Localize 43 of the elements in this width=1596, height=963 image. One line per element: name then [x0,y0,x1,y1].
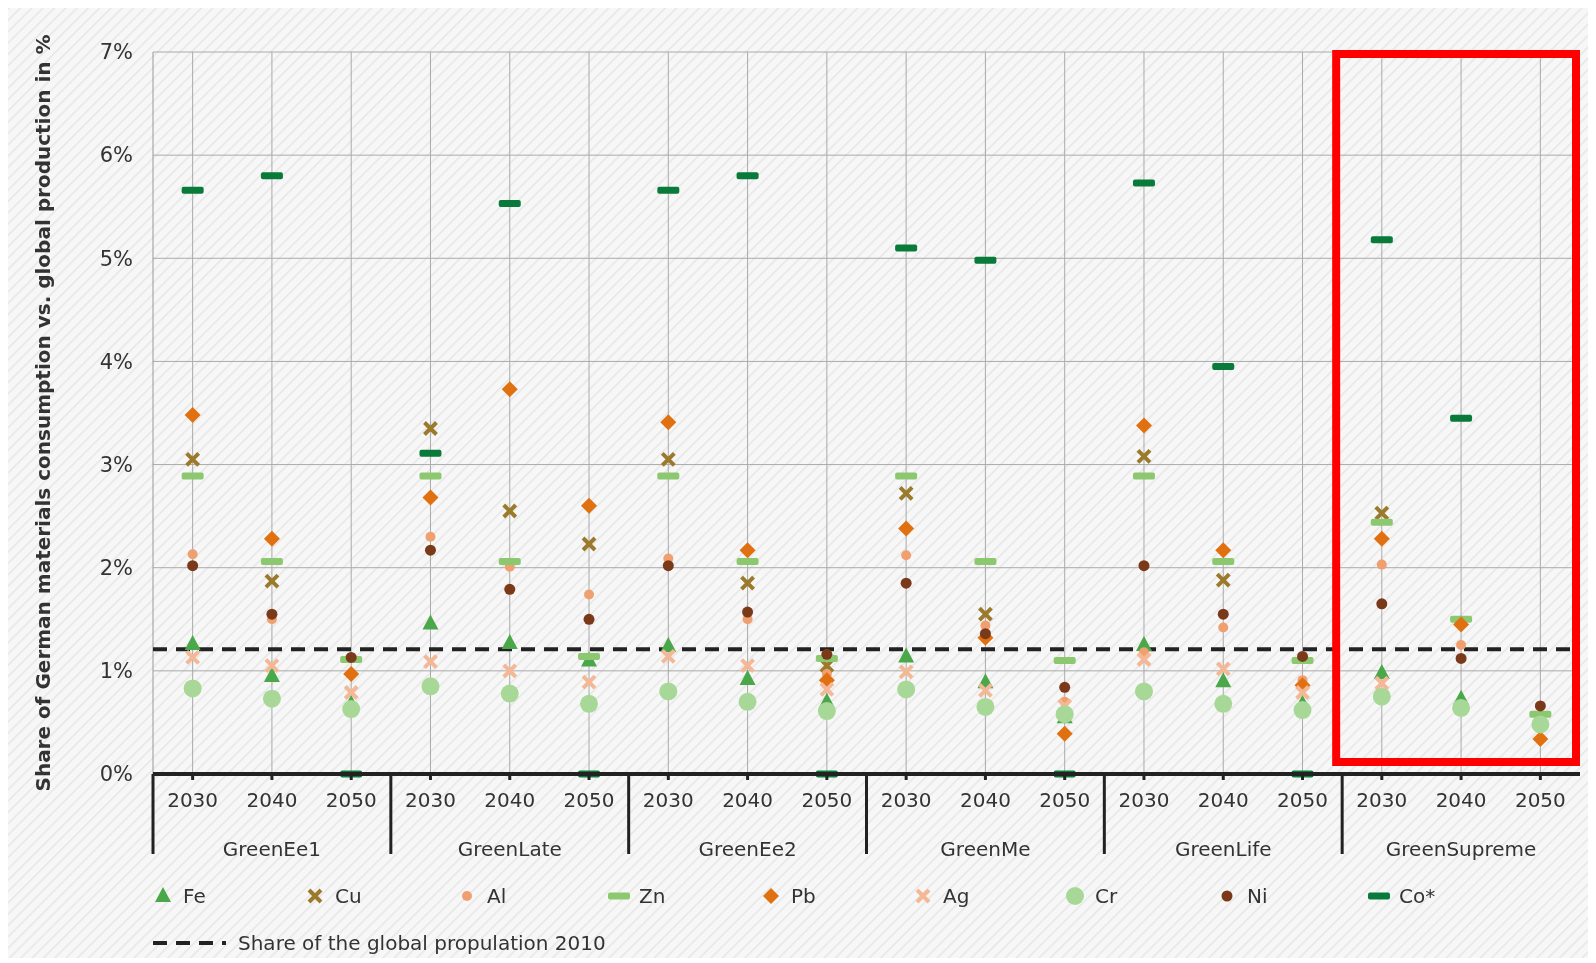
x-tick-label: 2050 [1039,788,1091,812]
y-tick-label: 4% [99,349,133,374]
x-tick-label: 2030 [1356,788,1408,812]
legend-label: Al [487,884,507,908]
x-tick-label: 2030 [167,788,219,812]
y-tick-label: 5% [99,246,133,271]
legend-label: Co* [1399,884,1436,908]
y-tick-label: 6% [99,143,133,168]
x-tick-label: 2050 [1514,788,1566,812]
text: GreenLife [1174,837,1272,861]
y-tick-label: 7% [99,40,133,65]
legend-label: Zn [639,884,666,908]
x-tick-label: 2030 [880,788,932,812]
legend-label: Fe [183,884,206,908]
text: GreenEe2 [698,837,797,861]
text: GreenEe1 [222,837,322,861]
legend-label: Ni [1247,884,1268,908]
x-tick-label: 2030 [642,788,694,812]
y-tick-label: 0% [99,762,133,787]
legend-label: Cr [1095,884,1118,908]
y-tick-label: 3% [99,452,133,477]
x-tick-label: 2040 [1197,788,1249,812]
x-tick-label: 2050 [1277,788,1328,812]
x-tick-label: 2030 [1118,788,1170,812]
legend-label: Pb [791,884,816,908]
x-tick-label: 2040 [246,788,298,812]
x-tick-label: 2050 [325,788,377,812]
text: GreenSupreme [1385,837,1537,861]
text: GreenMe [940,837,1031,861]
legend-label: Ag [943,884,970,908]
x-tick-label: 2040 [722,788,774,812]
y-tick-label: 1% [99,659,133,684]
y-tick-label: 2% [99,556,133,581]
x-tick-label: 2040 [484,788,536,812]
x-tick-label: 2050 [563,788,615,812]
x-tick-label: 2040 [959,788,1011,812]
x-tick-label: 2030 [405,788,456,812]
legend-label: Share of the global propulation 2010 [238,931,606,955]
x-tick-label: 2040 [1435,788,1487,812]
text: GreenLate [457,837,562,861]
legend-label: Cu [335,884,362,908]
x-tick-label: 2050 [801,788,853,812]
y-axis-title: Share of German materials consumption vs. global production in % [31,34,55,792]
